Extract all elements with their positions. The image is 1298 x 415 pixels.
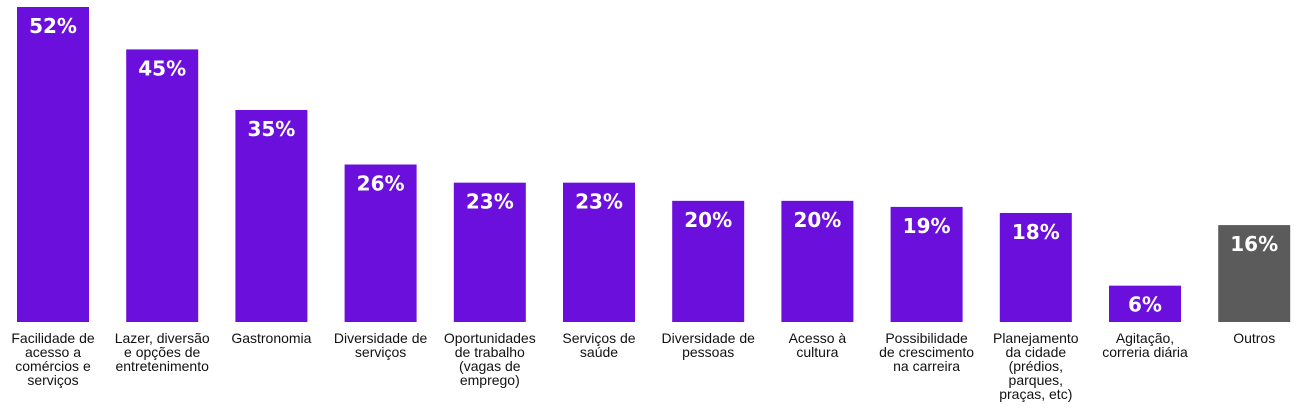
category-label-line: entretenimento bbox=[115, 358, 209, 374]
category-label-line: Diversidade de bbox=[334, 330, 428, 346]
category-label: Facilidade de acesso a comércios e serviços bbox=[11, 330, 94, 388]
bar bbox=[453, 182, 526, 322]
bar-value-label: 6% bbox=[1128, 293, 1162, 317]
bar bbox=[890, 206, 963, 322]
bar-value-label: 19% bbox=[903, 214, 951, 238]
category-label-line: Serviços de bbox=[562, 330, 635, 346]
bar-value-label: 20% bbox=[793, 208, 841, 232]
category-label-line: comércios e bbox=[15, 358, 91, 374]
bar-value-label: 35% bbox=[247, 117, 295, 141]
category-label-line: saúde bbox=[580, 344, 618, 360]
bar-value-label: 20% bbox=[684, 208, 732, 232]
value-labels-group: 52% 45% 35% 26% 23% 23% 20% 20% 19% 18% 6% 16% bbox=[29, 14, 1278, 317]
bar-value-label: 45% bbox=[138, 56, 186, 80]
category-label-line: pessoas bbox=[682, 344, 734, 360]
category-label-line: acesso a bbox=[25, 344, 81, 360]
category-label-line: Facilidade de bbox=[11, 330, 94, 346]
category-label: Possibilidade de crescimento na carreira bbox=[879, 330, 974, 374]
bar bbox=[344, 164, 417, 322]
bar-value-label: 16% bbox=[1230, 232, 1278, 256]
category-label-line: (vagas de bbox=[459, 358, 521, 374]
bar-value-label: 23% bbox=[575, 190, 623, 214]
category-label: Lazer, diversão e opções de entretenimento bbox=[115, 330, 210, 374]
category-label: Oportunidades de trabalho (vagas de emprego… bbox=[444, 330, 536, 388]
category-label: Outros bbox=[1233, 330, 1275, 346]
category-label-line: emprego) bbox=[460, 372, 520, 388]
category-label-line: e opções de bbox=[124, 344, 200, 360]
category-label-line: serviços bbox=[355, 344, 406, 360]
category-label-line: de crescimento bbox=[879, 344, 974, 360]
category-label-line: na carreira bbox=[893, 358, 960, 374]
bar bbox=[672, 200, 745, 322]
category-label: Acesso à cultura bbox=[789, 330, 847, 360]
bar bbox=[235, 109, 308, 322]
category-labels-group: Facilidade de acesso a comércios e serviços… bbox=[11, 330, 1275, 402]
bars-group bbox=[17, 7, 1291, 323]
category-label-line: parques, bbox=[1009, 372, 1063, 388]
category-label-line: Diversidade de bbox=[662, 330, 756, 346]
category-label-line: Oportunidades bbox=[444, 330, 536, 346]
category-label: Agitação, correria diária bbox=[1102, 330, 1188, 360]
bar bbox=[563, 182, 635, 322]
category-label: Planejamento da cidade (prédios, parques, pr… bbox=[993, 330, 1079, 402]
category-label-line: Planejamento bbox=[993, 330, 1079, 346]
bar bbox=[1218, 225, 1291, 322]
category-label-line: correria diária bbox=[1102, 344, 1188, 360]
category-label-line: da cidade bbox=[1005, 344, 1066, 360]
bar bbox=[999, 212, 1072, 322]
category-label: Serviços de saúde bbox=[562, 330, 635, 360]
bar bbox=[126, 49, 199, 323]
category-label: Diversidade de pessoas bbox=[662, 330, 756, 360]
bar bbox=[17, 7, 89, 322]
bar bbox=[1109, 285, 1181, 322]
bar-value-label: 52% bbox=[29, 14, 77, 38]
category-label-line: cultura bbox=[796, 344, 838, 360]
category-label-line: de trabalho bbox=[455, 344, 525, 360]
category-label-line: serviços bbox=[27, 372, 78, 388]
category-label-line: (prédios, bbox=[1009, 358, 1063, 374]
category-label-line: Acesso à bbox=[789, 330, 847, 346]
category-label-line: praças, etc) bbox=[999, 386, 1072, 402]
category-label-line: Agitação, bbox=[1116, 330, 1174, 346]
bar-value-label: 18% bbox=[1012, 220, 1060, 244]
category-label-line: Outros bbox=[1233, 330, 1275, 346]
category-label-line: Lazer, diversão bbox=[115, 330, 210, 346]
category-label: Diversidade de serviços bbox=[334, 330, 428, 360]
bar-value-label: 26% bbox=[357, 172, 405, 196]
category-label-line: Gastronomia bbox=[231, 330, 311, 346]
category-label: Gastronomia bbox=[231, 330, 311, 346]
bar-value-label: 23% bbox=[466, 190, 514, 214]
bar bbox=[781, 200, 854, 322]
category-label-line: Possibilidade bbox=[885, 330, 968, 346]
